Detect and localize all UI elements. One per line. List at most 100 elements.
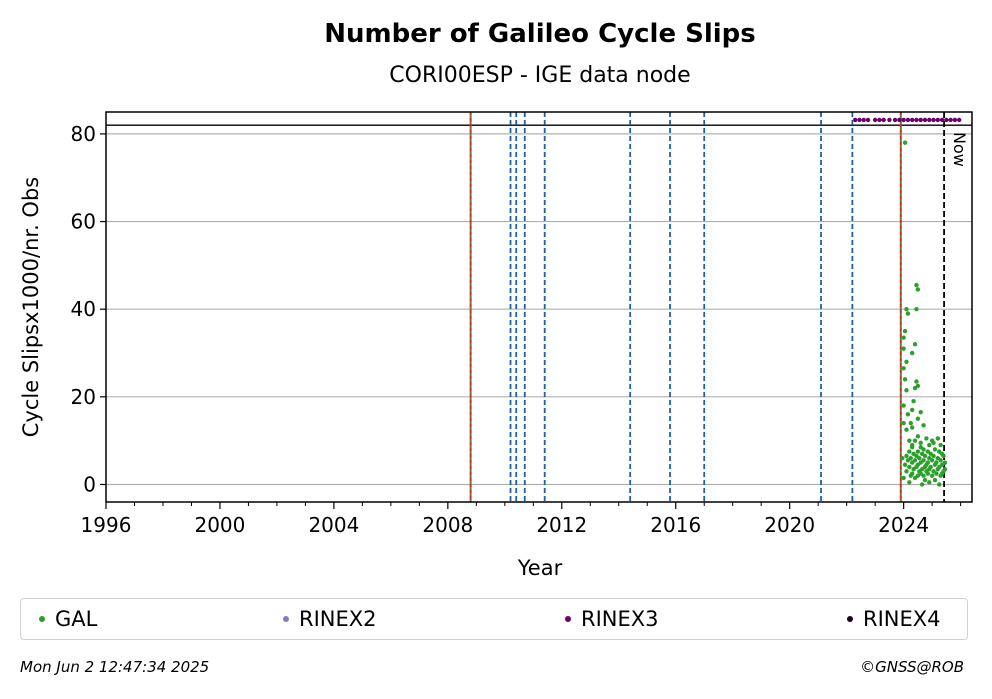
data-point-gal — [904, 453, 909, 459]
x-tick-label: 2024 — [878, 513, 929, 537]
y-axis-ticks: 0 20 40 60 80 — [71, 122, 106, 496]
legend-marker-rinex2 — [283, 616, 289, 622]
data-point-gal — [911, 466, 916, 472]
data-point-gal — [907, 480, 912, 485]
data-point-rinex3 — [948, 117, 953, 123]
data-point-rinex3 — [905, 117, 911, 123]
data-point-gal — [921, 473, 926, 478]
data-point-gal — [901, 366, 906, 371]
data-point-gal — [909, 442, 915, 448]
data-point-gal — [931, 440, 936, 446]
data-point-rinex3 — [909, 117, 915, 123]
data-point-rinex3 — [922, 117, 928, 123]
data-point-gal — [904, 359, 909, 364]
data-point-gal — [914, 282, 919, 288]
chart: Number of Galileo Cycle Slips CORI00ESP … — [19, 19, 973, 580]
data-point-rinex3 — [918, 117, 923, 123]
data-point-rinex3 — [901, 117, 906, 123]
data-point-gal — [934, 471, 939, 476]
chart-title: Number of Galileo Cycle Slips — [324, 19, 756, 49]
data-point-gal — [904, 469, 909, 474]
footer-copyright: ©GNSS@ROB — [860, 658, 964, 676]
data-point-gal — [924, 436, 929, 441]
data-point-rinex3 — [956, 117, 962, 123]
data-point-rinex3 — [931, 117, 936, 123]
legend-marker-rinex3 — [565, 616, 571, 622]
data-point-rinex3 — [935, 117, 941, 123]
data-point-gal — [909, 425, 915, 430]
legend-label-rinex3: RINEX3 — [581, 607, 659, 631]
data-point-gal — [901, 420, 906, 426]
legend-item-rinex3: RINEX3 — [565, 599, 659, 639]
x-axis-ticks: 1996 2000 2004 2008 2012 2016 2020 2024 — [81, 502, 962, 537]
data-point-gal — [901, 346, 906, 351]
data-point-gal — [938, 442, 943, 448]
y-tick-label: 40 — [71, 297, 96, 321]
data-point-gal — [912, 438, 918, 443]
data-point-rinex3 — [861, 117, 866, 123]
data-point-rinex3 — [944, 117, 949, 123]
data-point-gal — [905, 412, 911, 417]
data-point-gal — [932, 477, 938, 483]
data-point-gal — [909, 407, 915, 413]
data-point-rinex3 — [872, 117, 878, 123]
data-point-gal — [937, 482, 942, 487]
footer-timestamp: Mon Jun 2 12:47:34 2025 — [20, 658, 210, 676]
data-point-gal — [918, 445, 923, 450]
data-point-rinex3 — [853, 117, 858, 123]
data-point-gal — [900, 455, 905, 461]
legend-label-rinex2: RINEX2 — [299, 607, 377, 631]
data-point-gal — [931, 453, 936, 459]
data-point-rinex3 — [952, 117, 958, 123]
x-tick-label: 1996 — [81, 513, 132, 537]
chart-subtitle: CORI00ESP - IGE data node — [389, 63, 690, 88]
data-point-gal — [918, 440, 923, 446]
data-point-rinex3 — [914, 117, 919, 123]
grid-lines — [106, 124, 972, 486]
legend-item-rinex2: RINEX2 — [283, 599, 377, 639]
now-label: Now — [950, 132, 969, 167]
data-point-gal — [904, 427, 909, 432]
data-point-gal — [901, 475, 906, 481]
legend-marker-rinex4 — [847, 616, 853, 622]
data-point-rinex3 — [877, 117, 882, 123]
data-point-gal — [908, 473, 913, 478]
data-point-rinex3 — [892, 117, 898, 123]
data-point-gal — [918, 409, 923, 415]
y-axis-label: Cycle Slipsx1000/nr. Obs — [19, 177, 43, 437]
x-tick-label: 2012 — [536, 513, 587, 537]
data-point-gal — [909, 460, 915, 465]
data-point-gal — [904, 388, 909, 393]
data-point-gal — [902, 140, 908, 145]
data-point-gal — [932, 462, 938, 467]
data-point-gal — [927, 442, 932, 448]
data-point-gal — [914, 379, 919, 384]
data-point-gal — [929, 458, 935, 463]
data-point-gal — [905, 458, 911, 463]
data-point-gal — [907, 438, 912, 443]
data-point-gal — [915, 449, 921, 454]
data-point-gal — [929, 473, 935, 478]
data-point-gal — [909, 350, 915, 356]
y-tick-label: 20 — [71, 385, 96, 409]
x-tick-label: 2004 — [308, 513, 359, 537]
data-point-gal — [925, 471, 931, 476]
data-point-gal — [907, 464, 912, 470]
data-point-gal — [932, 447, 938, 452]
data-point-rinex3 — [865, 117, 871, 123]
data-point-gal — [912, 475, 918, 481]
plot-frame — [105, 111, 973, 503]
x-tick-label: 2000 — [194, 513, 245, 537]
legend: GAL RINEX2 RINEX3 RINEX4 — [20, 598, 968, 640]
data-point-rinex3 — [857, 117, 862, 123]
x-axis-label: Year — [517, 556, 563, 580]
data-point-gal — [917, 455, 922, 461]
data-point-gal — [914, 306, 919, 312]
data-point-rinex3 — [897, 117, 902, 123]
legend-label-gal: GAL — [55, 607, 98, 631]
data-point-gal — [941, 453, 946, 459]
x-tick-label: 2016 — [650, 513, 701, 537]
data-point-gal — [901, 403, 906, 408]
y-tick-label: 0 — [83, 472, 96, 496]
data-point-rinex3 — [939, 117, 945, 123]
